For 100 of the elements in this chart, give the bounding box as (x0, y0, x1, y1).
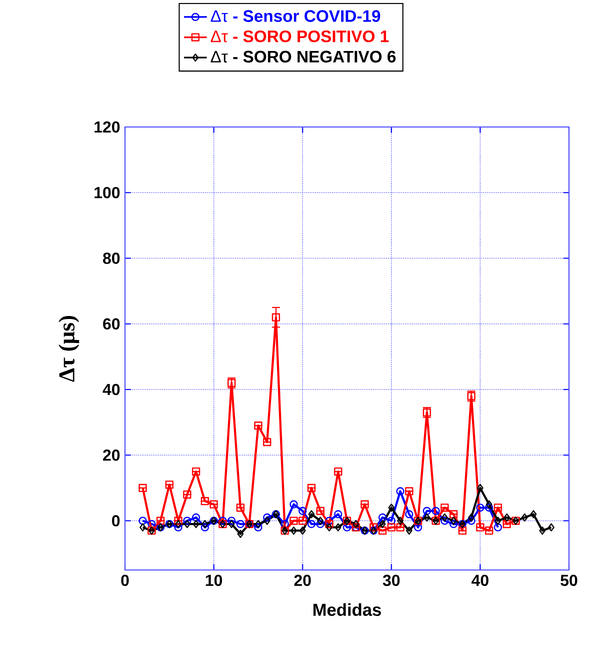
y-tick-label: 120 (94, 121, 120, 133)
point (174, 516, 182, 525)
point (504, 513, 510, 522)
point (360, 500, 369, 508)
point (397, 516, 404, 525)
point (476, 523, 484, 532)
point (494, 504, 502, 512)
point (290, 500, 298, 508)
point (405, 510, 414, 518)
point (440, 516, 449, 525)
point (156, 516, 165, 525)
point (414, 523, 422, 532)
point (476, 504, 484, 512)
point (200, 497, 209, 506)
point (316, 520, 324, 528)
point (307, 520, 316, 528)
legend-label: Δτ - SORO NEGATIVO 6 (210, 50, 396, 63)
y-tick-label: 40 (102, 384, 120, 396)
point (467, 516, 476, 525)
point (458, 526, 466, 535)
point (352, 520, 360, 528)
point (272, 313, 280, 322)
point (342, 523, 352, 532)
point (148, 520, 156, 528)
point (237, 530, 244, 538)
x-tick-label: 40 (472, 574, 488, 586)
point (254, 523, 262, 532)
point (326, 523, 332, 532)
point (334, 523, 342, 532)
point (183, 490, 192, 499)
point (405, 487, 414, 496)
point (210, 500, 218, 508)
point (432, 506, 440, 515)
point (218, 516, 227, 525)
point (307, 484, 316, 492)
point (317, 516, 324, 525)
point (485, 504, 494, 512)
point (254, 422, 262, 430)
y-tick-label: 80 (102, 252, 120, 264)
point (299, 526, 306, 535)
point (449, 520, 458, 528)
point (476, 484, 484, 492)
point (548, 523, 554, 532)
point (396, 487, 404, 496)
point (450, 516, 457, 525)
point (334, 510, 342, 518)
point (370, 523, 378, 532)
x-tick-label: 10 (206, 574, 222, 586)
point (379, 520, 386, 528)
legend-label: Δτ - Sensor COVID-19 (210, 10, 380, 22)
point (236, 520, 245, 528)
y-tick-label: 60 (103, 318, 120, 330)
point (290, 526, 297, 535)
point (308, 510, 315, 518)
y-tick-label: 20 (103, 449, 120, 461)
point (236, 504, 245, 512)
point (138, 484, 147, 492)
x-tick-label: 0 (121, 574, 129, 586)
point (264, 516, 270, 525)
y-axis-title: Δτ (μs) (58, 316, 80, 382)
x-tick-label: 50 (560, 574, 578, 586)
point (325, 520, 334, 528)
point (255, 520, 262, 528)
point (485, 526, 494, 535)
x-axis-title: Medidas (313, 603, 381, 616)
point (263, 438, 272, 446)
x-tick-label: 20 (294, 574, 311, 586)
point (192, 520, 200, 528)
point (449, 510, 458, 518)
point (468, 513, 475, 522)
y-tick-label: 0 (112, 515, 120, 526)
point (441, 513, 448, 522)
point (165, 480, 174, 489)
point (228, 520, 235, 528)
x-tick-label: 30 (382, 574, 400, 586)
point (325, 516, 334, 525)
point (280, 520, 289, 528)
legend-label: Δτ - SORO POSITIVO 1 (210, 30, 389, 42)
point (422, 506, 431, 515)
point (494, 516, 502, 525)
point (378, 513, 387, 522)
point (192, 467, 200, 476)
point (494, 523, 502, 532)
point (174, 523, 182, 532)
point (334, 467, 342, 476)
point (263, 513, 272, 522)
point (387, 516, 396, 525)
point (175, 520, 182, 528)
point (424, 513, 430, 522)
y-tick-label: 100 (94, 186, 120, 198)
point (184, 520, 190, 528)
point (227, 516, 236, 525)
point (183, 516, 192, 525)
point (140, 523, 146, 532)
point (530, 510, 537, 518)
point (138, 516, 147, 525)
point (200, 523, 209, 532)
point (298, 506, 307, 515)
point (316, 506, 324, 515)
point (486, 500, 492, 508)
